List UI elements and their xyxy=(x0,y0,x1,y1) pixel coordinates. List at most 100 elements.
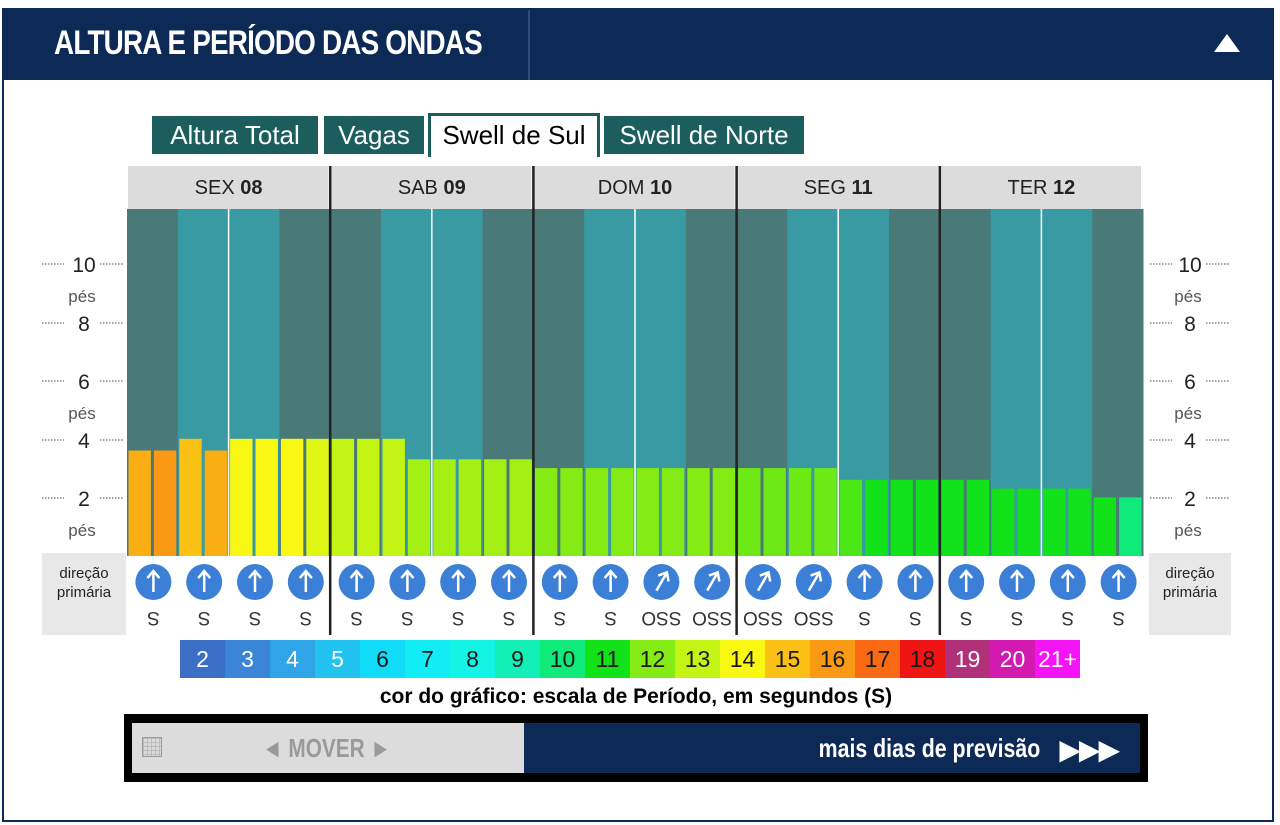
direction-label: direção xyxy=(59,565,108,582)
period-label: 7 xyxy=(421,646,434,672)
direction-code: S xyxy=(503,607,516,628)
day-label: DOM 10 xyxy=(598,177,672,199)
y-unit-label: pés xyxy=(1174,287,1201,306)
arrow-up-icon xyxy=(908,569,923,592)
wave-bar xyxy=(280,438,304,556)
wave-bar xyxy=(153,450,177,556)
wave-bar xyxy=(814,468,837,556)
wave-bar xyxy=(915,479,939,556)
wave-bar xyxy=(1068,488,1091,556)
y-tick-label: 8 xyxy=(1184,313,1196,336)
arrow-up-icon xyxy=(298,569,313,592)
wave-bar xyxy=(941,479,964,556)
direction-code: S xyxy=(909,607,922,628)
arrow-up-icon xyxy=(1111,569,1126,592)
period-label: 15 xyxy=(775,646,801,672)
wave-bar xyxy=(204,450,228,556)
wave-bar xyxy=(1042,488,1066,556)
wave-bar xyxy=(433,459,456,556)
day-label: SEG 11 xyxy=(804,177,873,199)
y-unit-label: pés xyxy=(1174,404,1201,423)
direction-code: SSO xyxy=(692,607,732,628)
tab-swell-de-sul[interactable]: Swell de Sul xyxy=(428,113,600,157)
y-tick-label: 2 xyxy=(1184,488,1196,511)
wave-bar xyxy=(484,459,507,556)
wave-bar xyxy=(1093,497,1117,556)
period-swatch xyxy=(945,640,990,678)
wave-bar xyxy=(128,450,151,556)
arrow-up-icon xyxy=(1060,569,1075,592)
day-label: SAB 09 xyxy=(398,177,466,199)
wave-bar xyxy=(382,438,405,556)
direction-code: S xyxy=(249,607,262,628)
period-swatch xyxy=(990,640,1035,678)
triangle-up-icon[interactable] xyxy=(1214,34,1240,52)
tab-vagas[interactable]: Vagas xyxy=(324,116,424,154)
period-swatch xyxy=(1035,640,1080,678)
panel-title: ALTURA E PERÍODO DAS ONDAS xyxy=(54,24,483,62)
period-swatch xyxy=(855,640,900,678)
grid-icon xyxy=(142,737,162,757)
y-tick-label: 4 xyxy=(1184,430,1196,453)
arrow-up-icon xyxy=(959,569,974,592)
period-swatch xyxy=(630,640,675,678)
y-tick-label: 6 xyxy=(78,371,90,394)
arrow-up-icon xyxy=(451,569,466,592)
period-label: 4 xyxy=(286,646,299,672)
more-days-button[interactable]: mais dias de previsão ▶▶▶ xyxy=(524,723,1140,773)
day-header xyxy=(940,166,1141,209)
wave-bar xyxy=(712,468,736,556)
period-swatch xyxy=(675,640,720,678)
direction-label-box xyxy=(42,553,126,635)
period-swatch xyxy=(765,640,810,678)
arrow-up-icon xyxy=(807,570,823,592)
period-swatch xyxy=(315,640,360,678)
direction-code: S xyxy=(147,607,160,628)
header-divider xyxy=(528,10,530,80)
y-tick-label: 2 xyxy=(78,488,90,511)
tab-altura-total[interactable]: Altura Total xyxy=(152,116,318,154)
wave-bar xyxy=(1119,497,1142,556)
direction-code: S xyxy=(1061,607,1074,628)
arrow-up-icon xyxy=(1010,569,1024,592)
mover-label: ◄ MOVER ► xyxy=(262,733,392,763)
period-label: 12 xyxy=(640,646,666,672)
wave-bar xyxy=(509,459,532,556)
period-swatch xyxy=(180,640,225,678)
wave-bar xyxy=(611,468,634,556)
wave-bar xyxy=(788,468,812,556)
direction-code: S xyxy=(350,607,363,628)
period-swatch xyxy=(810,640,855,678)
arrow-up-icon xyxy=(400,569,415,592)
period-label: 20 xyxy=(1000,646,1026,672)
y-tick-label: 10 xyxy=(1178,254,1201,277)
period-swatch xyxy=(585,640,630,678)
period-swatch xyxy=(450,640,495,678)
period-swatch xyxy=(270,640,315,678)
arrow-up-icon xyxy=(349,569,364,592)
mover-control[interactable]: ◄ MOVER ► xyxy=(132,723,524,773)
period-label: 18 xyxy=(910,646,936,672)
wave-bar xyxy=(331,438,355,556)
wave-bar xyxy=(534,468,558,556)
tab-swell-de-norte[interactable]: Swell de Norte xyxy=(604,116,804,154)
period-swatch xyxy=(495,640,540,678)
arrow-up-icon xyxy=(603,569,618,592)
period-label: 6 xyxy=(376,646,389,672)
period-label: 8 xyxy=(466,646,479,672)
wave-bar xyxy=(661,468,685,556)
panel-header: ALTURA E PERÍODO DAS ONDAS xyxy=(4,10,1272,80)
triple-arrow-icon: ▶▶▶ xyxy=(1059,734,1120,765)
day-header xyxy=(737,166,938,209)
wave-bar xyxy=(839,479,863,556)
y-tick-label: 8 xyxy=(78,313,90,336)
wave-bar xyxy=(763,468,786,556)
wave-bar xyxy=(458,459,482,556)
direction-code: S xyxy=(553,607,566,628)
wave-bar xyxy=(255,438,278,556)
arrow-up-icon xyxy=(552,569,567,592)
day-header xyxy=(534,166,735,209)
y-tick-label: 10 xyxy=(72,254,95,277)
scale-caption: cor do gráfico: escala de Período, em se… xyxy=(379,685,893,708)
arrow-up-icon xyxy=(197,569,212,592)
